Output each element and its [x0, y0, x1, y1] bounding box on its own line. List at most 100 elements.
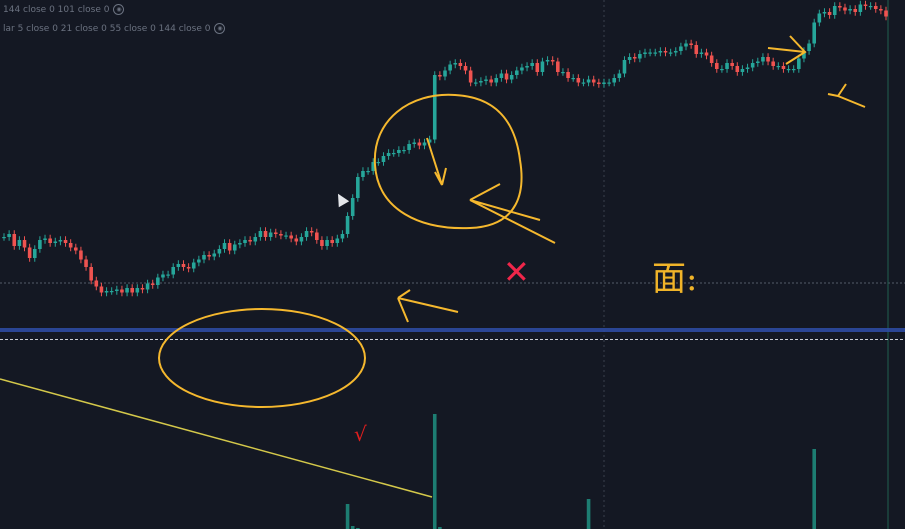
- candle-body: [750, 63, 755, 68]
- candle-body: [699, 52, 704, 54]
- candle-body: [689, 43, 693, 45]
- candle-body: [535, 63, 540, 72]
- candle-body: [627, 57, 632, 60]
- candle-body: [38, 240, 42, 249]
- candle-body: [468, 70, 473, 83]
- candle-body: [340, 234, 345, 239]
- candle-body: [22, 240, 27, 248]
- candle-body: [48, 238, 52, 243]
- candle-body: [479, 81, 483, 83]
- candle-body: [222, 243, 227, 249]
- candle-body: [843, 7, 847, 11]
- candle-body: [402, 150, 406, 152]
- candle-body: [58, 240, 63, 242]
- candle-body: [617, 73, 622, 78]
- candle-body: [658, 51, 663, 53]
- candle-body: [176, 264, 181, 267]
- candle-body: [879, 9, 883, 11]
- candle-body: [514, 70, 519, 75]
- candle-body: [253, 237, 258, 242]
- candle-body: [458, 63, 463, 66]
- candle-body: [17, 240, 22, 246]
- candle-body: [263, 231, 268, 237]
- candle-body: [427, 139, 432, 143]
- candle-body: [109, 291, 114, 293]
- candle-body: [756, 61, 760, 63]
- volume-bar: [432, 414, 437, 529]
- candle-body: [43, 238, 47, 240]
- candle-body: [668, 52, 673, 54]
- candle-body: [720, 69, 724, 71]
- candle-body: [197, 259, 201, 263]
- candle-body: [545, 60, 550, 62]
- candle-body: [797, 58, 801, 69]
- candle-body: [191, 262, 196, 269]
- legend-text-secondary: lar 5 close 0 21 close 0 55 close 0 144 …: [3, 24, 211, 34]
- candle-body: [576, 78, 581, 83]
- candle-body: [525, 66, 529, 68]
- candle-body: [140, 288, 145, 290]
- candle-body: [802, 51, 806, 59]
- candle-body: [232, 244, 237, 251]
- indicator-legend-secondary[interactable]: lar 5 close 0 21 close 0 55 close 0 144 …: [3, 23, 226, 34]
- candle-body: [740, 69, 745, 72]
- candle-body: [709, 55, 714, 63]
- candle-body: [345, 216, 350, 234]
- candle-body: [7, 234, 11, 237]
- candle-body: [330, 240, 334, 243]
- volume-bar: [586, 499, 591, 529]
- candle-body: [791, 69, 796, 71]
- candle-body: [94, 280, 99, 287]
- candle-body: [499, 73, 504, 78]
- candle-body: [361, 171, 365, 177]
- indicator-legend-primary[interactable]: 144 close 0 101 close 0 ◉: [3, 4, 125, 15]
- volume-bar: [812, 449, 817, 529]
- candle-body: [27, 247, 32, 258]
- candle-body: [376, 162, 381, 164]
- candle-body: [171, 267, 176, 275]
- candle-body: [32, 249, 37, 258]
- candle-body: [602, 82, 606, 84]
- candle-body: [125, 288, 129, 293]
- candle-body: [607, 82, 611, 84]
- eye-icon[interactable]: ◉: [214, 23, 226, 34]
- candle-body: [309, 231, 314, 233]
- candle-body: [504, 73, 509, 80]
- candle-body: [315, 232, 319, 240]
- volume-bar: [438, 527, 442, 529]
- candle-body: [781, 66, 786, 69]
- candle-body: [745, 67, 750, 69]
- candle-body: [786, 69, 791, 71]
- candle-body: [356, 177, 360, 198]
- candle-body: [391, 153, 396, 155]
- candle-body: [694, 45, 699, 54]
- candle-body: [673, 51, 678, 53]
- candle-body: [884, 10, 888, 17]
- candle-body: [217, 249, 222, 254]
- eye-icon[interactable]: ◉: [113, 4, 125, 15]
- highlight-circle-breakout: [373, 93, 523, 230]
- handwritten-note: 面:: [652, 259, 698, 299]
- candle-body: [381, 156, 386, 162]
- candle-body: [366, 171, 370, 173]
- candle-body: [684, 43, 688, 47]
- candle-body: [550, 60, 555, 62]
- candle-body: [73, 247, 78, 251]
- candle-body: [258, 231, 263, 237]
- candle-body: [540, 61, 545, 72]
- candle-body: [432, 75, 437, 140]
- arrow-annotation: [426, 137, 447, 186]
- candle-body: [320, 240, 324, 246]
- candle-body: [766, 57, 770, 62]
- candle-body: [325, 240, 329, 246]
- candle-body: [530, 63, 534, 66]
- candle-body: [858, 4, 863, 12]
- candle-body: [586, 79, 591, 83]
- candle-body: [489, 79, 493, 83]
- candle-body: [509, 75, 514, 80]
- candle-body: [566, 72, 570, 78]
- candle-body: [638, 54, 642, 59]
- candle-body: [448, 64, 452, 71]
- candle-body: [397, 150, 401, 153]
